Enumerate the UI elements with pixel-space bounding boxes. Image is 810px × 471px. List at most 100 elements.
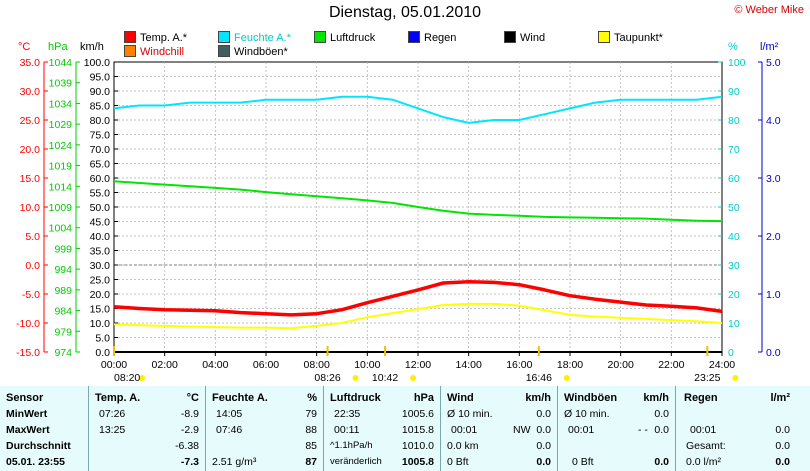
rain-header: Regen — [684, 392, 718, 404]
row-label-max: MaxWert — [6, 424, 50, 436]
event-label: 16:46 — [526, 372, 552, 384]
gust-max-value: 0.0 — [654, 424, 669, 436]
axis-temp-tick-label: 10.0 — [20, 202, 41, 214]
axis-pressure-tick-label: 984 — [54, 306, 72, 318]
x-tick-label: 22:00 — [658, 359, 684, 371]
event-dot — [563, 375, 570, 381]
legend-dewpoint: Taupunkt* — [598, 31, 663, 44]
axis-wind-tick-label: 95.0 — [90, 72, 111, 84]
wind-avg2: 0.0 — [536, 440, 551, 452]
x-tick-label: 12:00 — [405, 359, 431, 371]
weather-chart: °C hPa km/h% l/m² 35.0 30.0 25.0 20.0 15.0 10.0 5.… — [16, 41, 781, 384]
axis-pressure-tick-label: 1024 — [49, 140, 73, 152]
axis-pressure-tick-label: 989 — [54, 285, 72, 297]
legend-swatch-windchill — [124, 45, 136, 57]
event-label: 10:42 — [372, 372, 398, 384]
axis-humidity-tick-label: 80 — [728, 115, 740, 127]
axis-humidity-tick-label: 40 — [728, 231, 740, 243]
x-tick-label: 02:00 — [152, 359, 178, 371]
wind-unit: km/h — [525, 392, 551, 404]
summary-table: Sensor MinWert MaxWert Durchschnitt 05.0… — [0, 386, 810, 471]
wind-max-time: 00:01 — [451, 424, 478, 436]
pressure-trend: ^1.1hPa/h — [330, 440, 373, 451]
pressure-min: 1005.6 — [401, 408, 434, 420]
legend-swatch-gust — [218, 45, 230, 57]
axis-wind-tick-label: 25.0 — [90, 275, 111, 287]
x-tick-label: 14:00 — [456, 359, 482, 371]
rain-unit: l/m² — [770, 392, 790, 404]
legend-gust: Windböen* — [218, 45, 288, 58]
table-section-temp: Temp. A. °C 07:26 -8.9 13:25 -2.9 -6.38 … — [89, 386, 206, 471]
axis-wind-tick-label: 30.0 — [90, 260, 111, 272]
axis-temp-tick-label: 25.0 — [20, 115, 41, 127]
humidity-abs: 2.51 g/m³ — [212, 456, 257, 468]
chart-series — [113, 95, 723, 353]
gust-header: Windböen — [564, 392, 618, 404]
axis-humidity-tick-label: 50 — [728, 202, 740, 214]
event-dot — [410, 375, 417, 381]
table-section-humidity: Feuchte A. % 14:05 79 07:46 88 85 2.51 g… — [206, 386, 324, 471]
x-tick-label: 24:00 — [709, 359, 735, 371]
temp-avg: -6.38 — [175, 440, 199, 452]
axis-rain-tick-label: 2.0 — [766, 231, 781, 243]
axis-pressure-tick-label: 1039 — [49, 78, 73, 90]
axis-wind-tick-label: 50.0 — [90, 202, 111, 214]
axis-pressure-tick-label: 994 — [54, 264, 72, 276]
legend-swatch-humidity — [218, 31, 230, 43]
legend-wind: Wind — [504, 31, 545, 44]
legend-label-temp: Temp. A.* — [140, 32, 188, 44]
axis-wind-tick-label: 80.0 — [90, 115, 111, 127]
axis-pressure-tick-label: 1009 — [49, 202, 73, 214]
sensor-header: Sensor — [6, 392, 44, 404]
axis-unit-rain: l/m² — [760, 41, 779, 53]
axis-unit-temp: °C — [18, 41, 30, 53]
legend-label-humidity: Feuchte A.* — [234, 32, 291, 44]
x-tick-label: 00:00 — [101, 359, 127, 371]
humidity-header: Feuchte A. — [212, 392, 268, 404]
copyright: © Weber Mike — [734, 4, 804, 16]
temp-min-time: 07:26 — [99, 408, 126, 420]
axis-wind-tick-label: 0.0 — [95, 347, 110, 359]
axis-temp-tick-label: 15.0 — [20, 173, 41, 185]
temp-max: -2.9 — [180, 424, 199, 436]
legend-swatch-dewpoint — [598, 31, 610, 43]
axis-temp-tick-label: -10.0 — [16, 318, 40, 330]
row-label-avg: Durchschnitt — [6, 440, 71, 452]
axis-rain-tick-label: 4.0 — [766, 115, 781, 127]
pressure-min-time: 22:35 — [334, 408, 361, 420]
axis-humidity-tick-label: 30 — [728, 260, 740, 272]
pressure-header: Luftdruck — [330, 392, 381, 404]
row-label-min: MinWert — [6, 408, 48, 420]
axis-wind-tick-label: 55.0 — [90, 188, 111, 200]
gust-avg-label: Ø 10 min. — [564, 408, 610, 420]
table-section-sensor: Sensor MinWert MaxWert Durchschnitt 05.0… — [0, 386, 89, 471]
x-tick-label: 16:00 — [506, 359, 532, 371]
axis-pressure-tick-label: 1004 — [49, 223, 73, 235]
axis-temp-tick-label: 20.0 — [20, 144, 41, 156]
axis-pressure-tick-label: 1029 — [49, 119, 73, 131]
x-tick-label: 04:00 — [202, 359, 228, 371]
axis-temp-tick-label: -5.0 — [22, 289, 40, 301]
gust-current: 0.0 — [654, 456, 669, 468]
axis-wind-tick-label: 40.0 — [90, 231, 111, 243]
axis-wind-tick-label: 35.0 — [90, 246, 111, 258]
table-section-rain: Regen l/m² 00:01 0.0 Gesamt: 0.0 0.0 l/m… — [676, 386, 810, 471]
axis-pressure-tick-label: 999 — [54, 243, 72, 255]
humidity-min: 79 — [305, 408, 317, 420]
axis-wind-tick-label: 60.0 — [90, 173, 111, 185]
pressure-max-time: 00:11 — [334, 424, 360, 436]
event-label: 08:26 — [314, 372, 340, 384]
legend-swatch-temp — [124, 31, 136, 43]
axis-wind-tick-label: 15.0 — [90, 304, 111, 316]
gust-unit: km/h — [643, 392, 669, 404]
axis-temp-tick-label: -15.0 — [16, 347, 40, 359]
humidity-unit: % — [307, 392, 317, 404]
legend-swatch-rain — [408, 31, 420, 43]
legend-label-wind: Wind — [520, 32, 546, 44]
rain-time: 00:01 — [690, 424, 717, 436]
axis-unit-pressure: hPa — [48, 41, 68, 53]
legend-temp: Temp. A.* — [124, 31, 187, 44]
axis-rain-tick-label: 1.0 — [766, 289, 781, 301]
axis-temp-tick-label: 35.0 — [20, 57, 41, 69]
rain-current: 0.0 — [775, 456, 790, 468]
